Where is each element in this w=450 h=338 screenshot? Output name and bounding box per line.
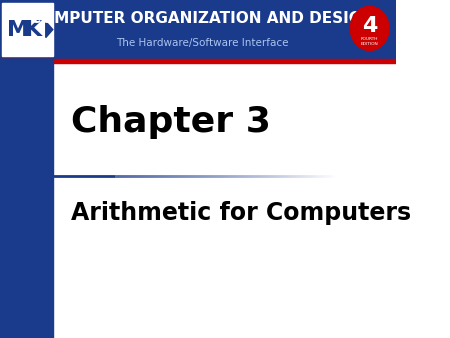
Bar [2, 2, 60, 57]
Polygon shape [46, 22, 53, 38]
Text: K: K [22, 20, 37, 39]
Text: 4: 4 [362, 16, 378, 37]
Text: Chapter 3: Chapter 3 [71, 105, 271, 139]
Text: The Hardware/Software Interface: The Hardware/Software Interface [116, 38, 288, 48]
Text: COMPUTER ORGANIZATION AND DESIGN: COMPUTER ORGANIZATION AND DESIGN [31, 11, 374, 26]
Text: K: K [25, 20, 42, 40]
Text: Arithmetic for Computers: Arithmetic for Computers [71, 201, 411, 225]
Text: M: M [4, 20, 24, 39]
Text: ®: ® [54, 10, 61, 16]
Bar [0, 59, 54, 338]
Bar [0, 59, 396, 63]
Bar [2, 3, 53, 56]
Bar [0, 0, 396, 59]
Circle shape [350, 6, 389, 50]
Text: FOURTH
EDITION: FOURTH EDITION [361, 37, 378, 46]
Text: M: M [7, 20, 29, 40]
